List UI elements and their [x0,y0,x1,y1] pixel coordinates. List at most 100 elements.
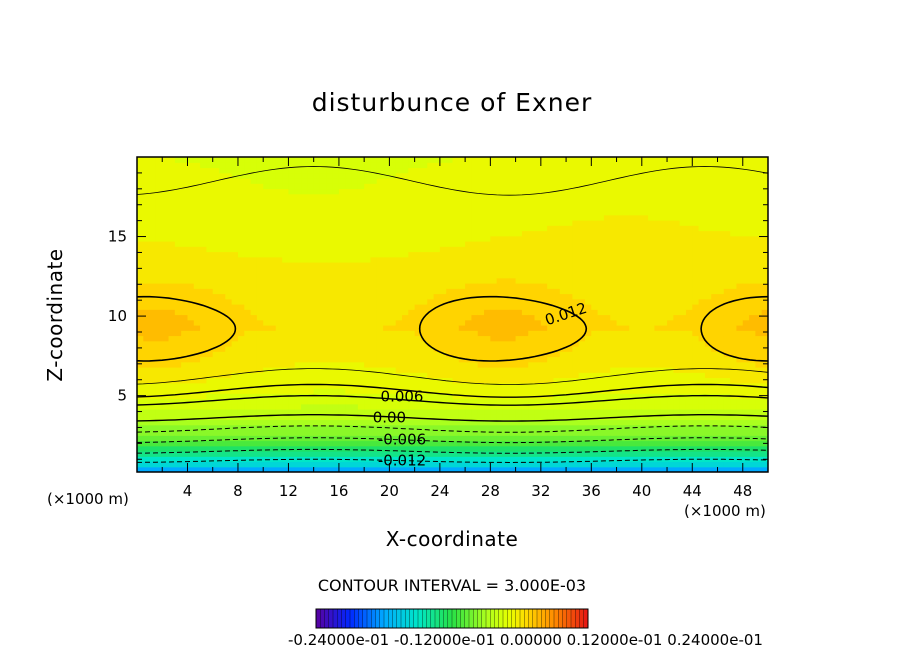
contour-cell [433,267,441,274]
contour-cell [395,267,403,274]
contour-cell [282,304,290,310]
contour-cell [307,330,315,337]
contour-cell [433,340,441,347]
contour-cell [616,256,624,263]
contour-cell [263,456,271,463]
contour-cell [578,199,586,205]
contour-cell [641,288,649,295]
contour-cell [521,288,529,295]
contour-cell [477,251,485,258]
contour-cell [654,272,662,279]
contour-cell [559,361,567,368]
contour-cell [597,199,605,205]
contour-cell [427,440,435,447]
contour-cell [143,356,151,363]
contour-cell [219,235,226,242]
contour-cell [610,167,618,174]
contour-cell [237,262,245,268]
contour-cell [566,314,573,321]
contour-cell [509,272,517,279]
contour-cell [200,178,208,184]
contour-cell [395,409,403,415]
contour-cell [427,335,435,342]
contour-cell [383,288,390,295]
contour-cell [490,377,498,384]
contour-cell [244,393,252,400]
contour-cell [294,235,302,242]
contour-cell [477,409,485,415]
contour-cell [496,214,504,221]
contour-cell [162,209,170,216]
contour-cell [357,178,365,184]
contour-cell [490,451,498,457]
contour-cell [313,304,321,310]
contour-cell [364,188,372,195]
contour-cell [465,272,473,279]
contour-cell [578,188,586,195]
contour-cell [610,424,618,431]
contour-cell [149,204,157,211]
contour-cell [275,167,283,174]
contour-cell [364,319,372,326]
contour-cell [200,403,208,410]
contour-cell [641,461,649,468]
contour-cell [553,193,561,200]
contour-cell [143,430,151,436]
contour-cell [345,351,353,358]
contour-cell [294,382,302,389]
contour-cell [465,235,473,242]
contour-cell [490,267,498,274]
contour-cell [256,225,264,232]
contour-cell [408,393,416,400]
contour-cell [477,220,485,226]
contour-cell [408,461,416,468]
contour-cell [465,167,473,174]
contour-cell [212,430,220,436]
contour-cell [307,435,315,442]
contour-cell [275,235,283,242]
contour-cell [484,172,491,179]
contour-cell [256,277,264,284]
contour-cell [168,262,176,268]
contour-cell [237,183,245,190]
contour-cell [597,267,605,274]
contour-cell [275,466,283,472]
contour-cell [490,456,498,463]
contour-cell [433,403,441,410]
contour-cell [471,167,479,174]
contour-cell [357,330,365,337]
contour-cell [288,419,296,426]
contour-cell [402,330,409,337]
contour-cell [559,398,567,405]
contour-cell [572,230,580,237]
contour-cell [654,283,662,289]
contour-cell [648,178,656,184]
contour-cell [433,209,441,216]
contour-cell [566,445,573,452]
contour-cell [502,262,510,268]
contour-cell [521,314,529,321]
contour-cell [414,456,422,463]
contour-cell [187,267,195,274]
contour-cell [383,409,390,415]
contour-cell [237,293,245,300]
contour-cell [515,193,523,200]
contour-cell [433,351,441,358]
contour-cell [219,246,226,253]
contour-cell [181,309,189,316]
contour-cell [484,309,491,316]
contour-cell [219,346,226,352]
contour-cell [155,414,163,421]
contour-cell [597,277,605,284]
contour-cell [364,435,372,442]
contour-cell [458,361,466,368]
contour-cell [219,288,226,295]
contour-cell [585,235,592,242]
contour-cell [603,430,611,436]
contour-cell [231,172,239,179]
contour-cell [439,157,447,163]
contour-cell [402,377,409,384]
contour-cell [193,204,201,211]
contour-cell [313,461,321,468]
contour-cell [471,456,479,463]
